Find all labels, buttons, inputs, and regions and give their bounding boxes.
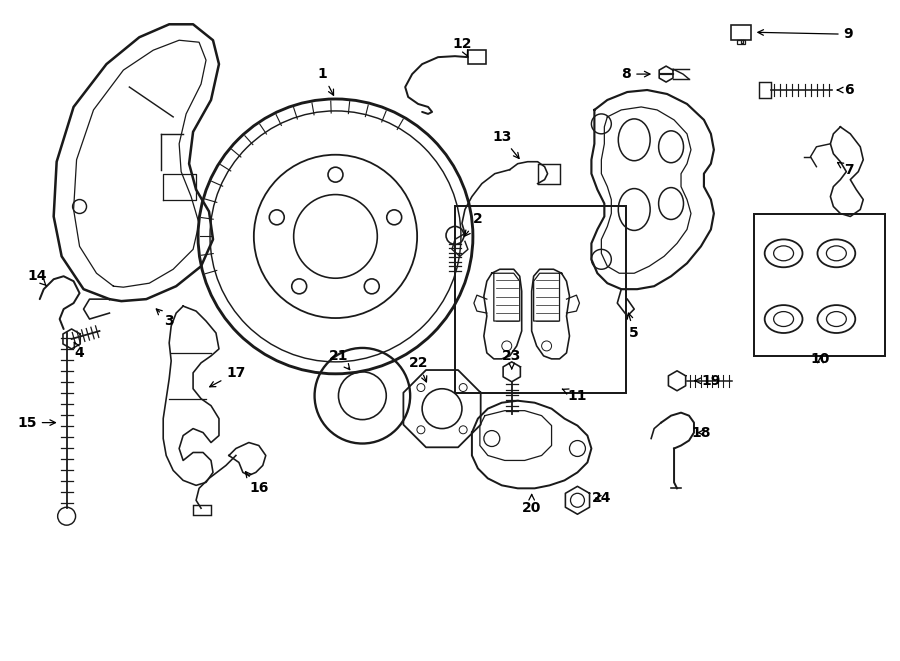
Text: 19: 19	[695, 373, 721, 388]
Text: 16: 16	[246, 472, 268, 495]
Text: 4: 4	[74, 342, 85, 360]
Text: 6: 6	[837, 83, 853, 97]
Bar	[759, 82, 770, 98]
Text: 8: 8	[622, 67, 650, 81]
Text: 20: 20	[522, 494, 541, 516]
Bar	[753, 214, 886, 356]
Text: 9: 9	[758, 27, 853, 41]
Text: 22: 22	[409, 356, 428, 382]
Bar	[731, 25, 751, 40]
Text: 7: 7	[838, 163, 853, 176]
Text: 18: 18	[691, 426, 711, 440]
Text: 12: 12	[452, 37, 472, 57]
Bar	[455, 206, 626, 393]
Text: 23: 23	[502, 349, 521, 369]
Text: 10: 10	[811, 352, 830, 366]
Text: 1: 1	[318, 67, 334, 95]
Text: 15: 15	[17, 416, 56, 430]
Text: 13: 13	[492, 130, 519, 159]
Text: 2: 2	[464, 212, 482, 236]
Text: 17: 17	[210, 366, 246, 387]
Text: 3: 3	[157, 309, 174, 328]
Bar	[737, 40, 745, 44]
Bar	[468, 50, 486, 64]
Bar	[537, 164, 560, 184]
Text: 21: 21	[328, 349, 350, 369]
Text: 5: 5	[627, 313, 639, 340]
Bar	[194, 505, 211, 515]
Text: 14: 14	[27, 269, 47, 286]
Text: 24: 24	[592, 491, 611, 505]
Text: 11: 11	[562, 389, 587, 403]
